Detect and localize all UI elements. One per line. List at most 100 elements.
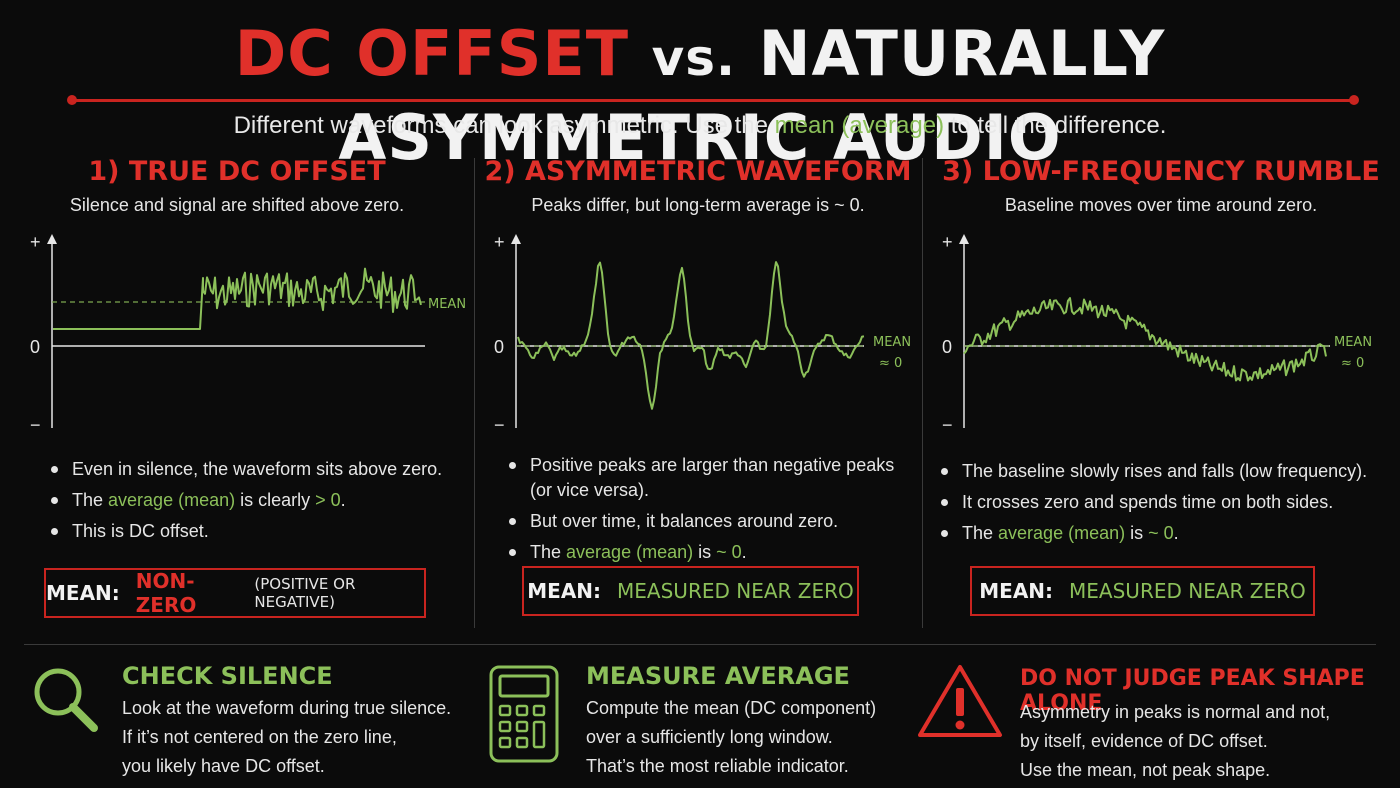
title-part-asymmetric: NATURALLY ASYMMETRIC AUDIO bbox=[338, 17, 1166, 174]
waveform bbox=[963, 297, 1327, 382]
mean-approx-label: ≈ 0 bbox=[1341, 356, 1364, 371]
list-item: The average (mean) is ~ 0. bbox=[936, 521, 1376, 546]
column-divider-2 bbox=[922, 158, 923, 628]
bullet-highlight: average (mean) bbox=[566, 542, 694, 562]
column-heading: 3) LOW-FREQUENCY RUMBLE bbox=[942, 156, 1380, 187]
list-item: This is DC offset. bbox=[46, 519, 466, 544]
mean-box-label: MEAN: bbox=[527, 579, 602, 603]
bullet-list-asymmetric: Positive peaks are larger than negative … bbox=[504, 453, 904, 571]
axis-minus-label: − bbox=[494, 415, 505, 435]
tip-line: Compute the mean (DC component) bbox=[586, 698, 877, 718]
column-subheading: Baseline moves over time around zero. bbox=[1004, 195, 1318, 215]
bullet-text: It crosses zero and spends time on both … bbox=[962, 492, 1334, 512]
y-axis-arrow bbox=[959, 234, 969, 244]
axis-minus-label: − bbox=[942, 415, 953, 435]
axis-zero-label: 0 bbox=[30, 337, 40, 357]
mean-approx-label: ≈ 0 bbox=[879, 356, 902, 371]
bullet-highlight: average (mean) bbox=[108, 490, 236, 510]
tip-text-measure-average: Compute the mean (DC component) over a s… bbox=[586, 694, 876, 781]
column-asymmetric-waveform: 2) ASYMMETRIC WAVEFORM Peaks differ, but… bbox=[474, 150, 922, 630]
bullet-text: This is DC offset. bbox=[72, 521, 209, 541]
plot-low-frequency-rumble: + 0 − MEAN ≈ 0 bbox=[942, 232, 1372, 435]
title-part-vs: vs. bbox=[651, 29, 736, 87]
mean-box-label: MEAN: bbox=[46, 581, 120, 605]
column-heading: 2) ASYMMETRIC WAVEFORM bbox=[484, 156, 912, 187]
tip-line: over a sufficiently long window. bbox=[586, 727, 833, 747]
column-true-dc-offset: 1) TRUE DC OFFSET Silence and signal are… bbox=[0, 150, 474, 630]
mean-label: MEAN bbox=[428, 297, 466, 312]
tip-line: That’s the most reliable indicator. bbox=[586, 756, 849, 776]
tip-heading-do-not-judge: DO NOT JUDGE PEAK SHAPE ALONE bbox=[1020, 666, 1365, 716]
calculator-icon bbox=[489, 665, 559, 763]
bullet-text: . bbox=[340, 490, 346, 510]
subtitle-text-after: to tell the difference. bbox=[944, 112, 1167, 139]
mean-box-rumble: MEAN: MEASURED NEAR ZERO bbox=[970, 566, 1315, 616]
tip-line: by itself, evidence of DC offset. bbox=[1020, 731, 1268, 751]
mean-box-value: NON-ZERO bbox=[135, 569, 197, 617]
bullet-list-rumble: The baseline slowly rises and falls (low… bbox=[936, 459, 1376, 552]
list-item: But over time, it balances around zero. bbox=[504, 509, 904, 534]
bullet-text: is bbox=[1125, 523, 1149, 543]
bullet-highlight: ~ 0 bbox=[1148, 523, 1174, 543]
bullet-text: is clearly bbox=[235, 490, 316, 510]
bullet-text: Positive peaks are larger than negative … bbox=[530, 455, 895, 500]
warning-icon bbox=[918, 665, 1002, 737]
title-underline bbox=[72, 99, 1354, 102]
bullet-text: The bbox=[962, 523, 999, 543]
axis-plus-label: + bbox=[494, 232, 505, 252]
column-low-frequency-rumble: 3) LOW-FREQUENCY RUMBLE Baseline moves o… bbox=[922, 150, 1400, 630]
column-divider-1 bbox=[474, 158, 475, 628]
title-underline-dot-left bbox=[67, 95, 77, 105]
list-item: The average (mean) is ~ 0. bbox=[504, 540, 904, 565]
axis-plus-label: + bbox=[942, 232, 953, 252]
y-axis-arrow bbox=[511, 234, 521, 244]
title-underline-dot-right bbox=[1349, 95, 1359, 105]
list-item: It crosses zero and spends time on both … bbox=[936, 490, 1376, 515]
y-axis-arrow bbox=[47, 234, 57, 244]
tip-heading-measure-average: MEASURE AVERAGE bbox=[586, 662, 850, 690]
axis-plus-label: + bbox=[30, 232, 41, 252]
bullet-text: . bbox=[1173, 523, 1179, 543]
bullet-highlight: ~ 0 bbox=[716, 542, 742, 562]
tip-line: you likely have DC offset. bbox=[122, 756, 325, 776]
axis-minus-label: − bbox=[30, 415, 41, 435]
column-heading: 1) TRUE DC OFFSET bbox=[88, 156, 386, 187]
plot-dc-offset: + 0 − MEAN bbox=[30, 232, 466, 435]
mean-box-label: MEAN: bbox=[979, 579, 1054, 603]
bullet-text: is bbox=[693, 542, 717, 562]
tip-line: Use the mean, not peak shape. bbox=[1020, 760, 1271, 780]
mean-box-value: MEASURED NEAR ZERO bbox=[617, 579, 854, 603]
plot-asymmetric-waveform: + 0 − MEAN ≈ 0 bbox=[494, 232, 911, 435]
bullet-text: The bbox=[72, 490, 109, 510]
axis-zero-label: 0 bbox=[942, 337, 952, 357]
bullet-text: . bbox=[741, 542, 747, 562]
list-item: Positive peaks are larger than negative … bbox=[504, 453, 904, 503]
subtitle: Different waveforms can look asymmetric.… bbox=[0, 112, 1400, 140]
bullet-highlight: > 0 bbox=[315, 490, 341, 510]
column-subheading: Peaks differ, but long-term average is ~… bbox=[531, 195, 865, 215]
mean-label: MEAN bbox=[1334, 335, 1372, 350]
bullet-highlight: average (mean) bbox=[998, 523, 1126, 543]
subtitle-text-before: Different waveforms can look asymmetric.… bbox=[233, 112, 775, 139]
title-part-dc-offset: DC OFFSET bbox=[234, 17, 630, 90]
mean-box-value: MEASURED NEAR ZERO bbox=[1069, 579, 1306, 603]
subtitle-highlight: mean (average) bbox=[774, 112, 945, 139]
column-subheading: Silence and signal are shifted above zer… bbox=[69, 195, 405, 215]
waveform bbox=[517, 261, 865, 410]
axis-zero-label: 0 bbox=[494, 337, 504, 357]
tip-text-do-not-judge: Asymmetry in peaks is normal and not, by… bbox=[1020, 698, 1330, 785]
waveform bbox=[53, 267, 422, 330]
section-divider bbox=[24, 644, 1376, 645]
bullet-text: The baseline slowly rises and falls (low… bbox=[962, 461, 1368, 481]
list-item: The average (mean) is clearly > 0. bbox=[46, 488, 466, 513]
list-item: Even in silence, the waveform sits above… bbox=[46, 457, 466, 482]
mean-box-asymmetric: MEAN: MEASURED NEAR ZERO bbox=[522, 566, 859, 616]
bullet-text: But over time, it balances around zero. bbox=[530, 511, 839, 531]
bullet-text: Even in silence, the waveform sits above… bbox=[72, 459, 443, 479]
mean-label: MEAN bbox=[873, 335, 911, 350]
list-item: The baseline slowly rises and falls (low… bbox=[936, 459, 1376, 484]
tip-heading-check-silence: CHECK SILENCE bbox=[122, 662, 333, 690]
magnifier-icon bbox=[34, 668, 98, 732]
tip-line: If it’s not centered on the zero line, bbox=[122, 727, 397, 747]
tip-text-check-silence: Look at the waveform during true silence… bbox=[122, 694, 451, 781]
